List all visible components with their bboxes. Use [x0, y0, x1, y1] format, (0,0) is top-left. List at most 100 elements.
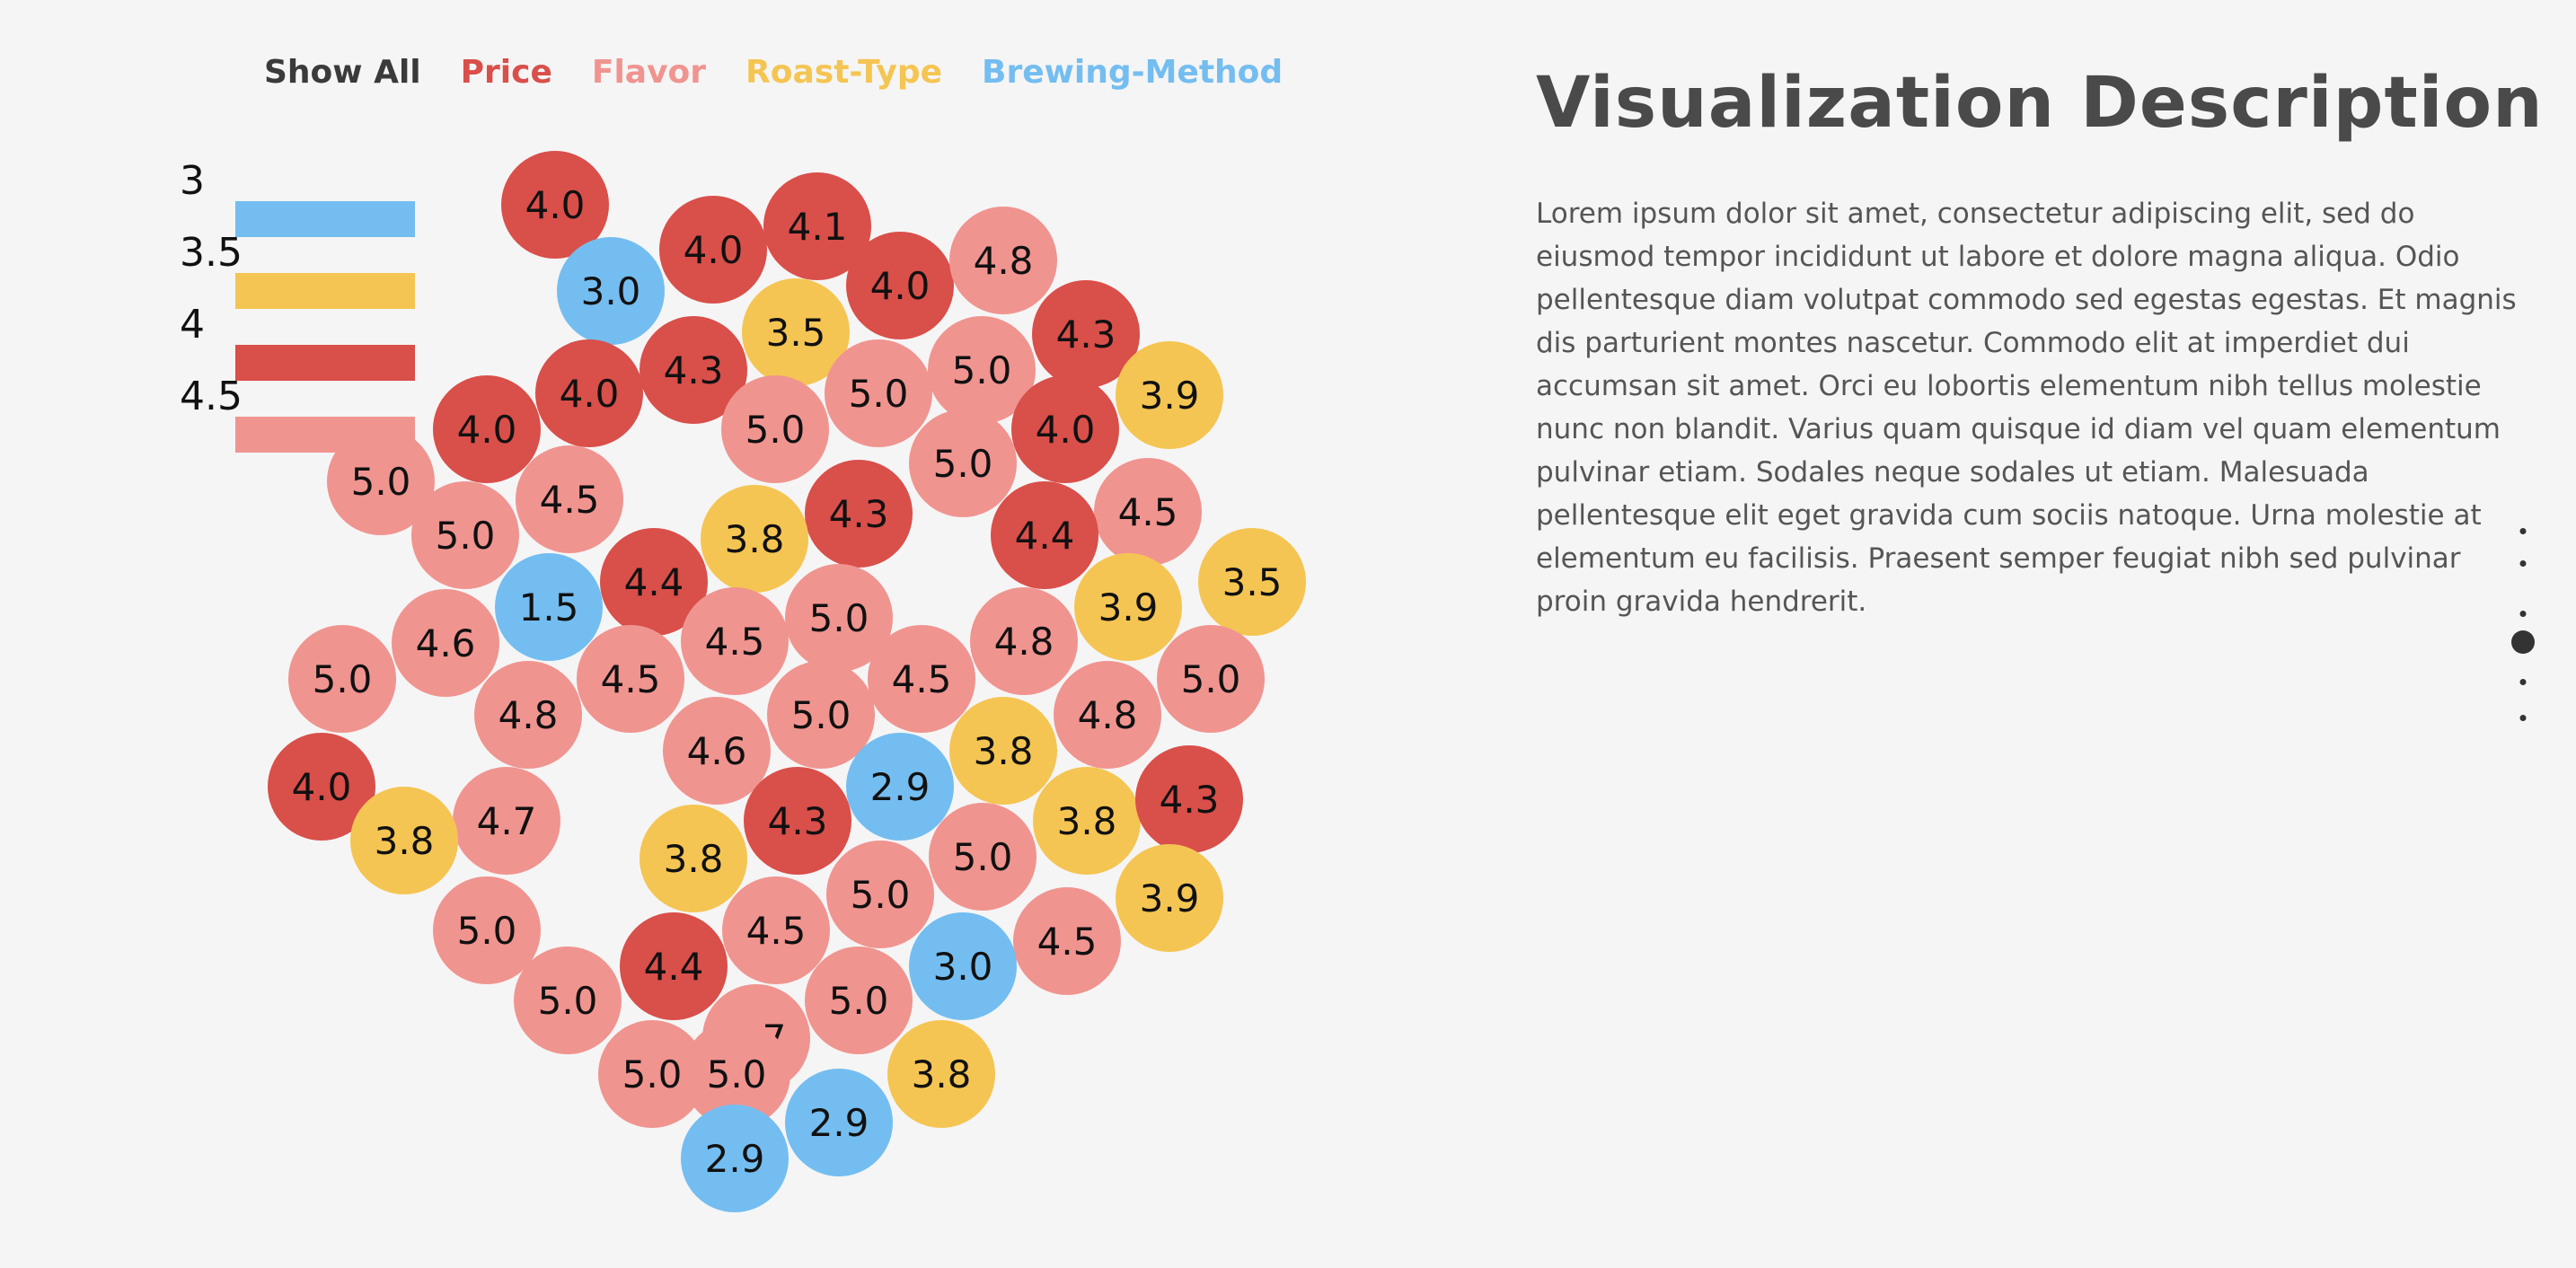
- bubble-circle[interactable]: [640, 316, 747, 424]
- bubble-circle[interactable]: [846, 232, 954, 339]
- bubble-circle[interactable]: [909, 912, 1017, 1020]
- bubble[interactable]: 4.3: [1135, 745, 1243, 853]
- bubble-circle[interactable]: [495, 553, 603, 661]
- bubble-circle[interactable]: [411, 481, 519, 589]
- bubble-circle[interactable]: [721, 375, 829, 483]
- bubble-circle[interactable]: [327, 427, 435, 535]
- bubble[interactable]: 5.0: [514, 947, 622, 1054]
- page-dot[interactable]: [2519, 560, 2527, 567]
- bubble[interactable]: 2.9: [681, 1105, 789, 1212]
- bubble[interactable]: 3.8: [701, 485, 808, 593]
- bubble[interactable]: 4.8: [1054, 661, 1161, 769]
- bubble-circle[interactable]: [785, 1069, 893, 1176]
- bubble[interactable]: 4.4: [600, 528, 708, 636]
- bubble[interactable]: 4.3: [744, 767, 851, 875]
- bubble[interactable]: 3.9: [1116, 341, 1223, 449]
- bubble-circle[interactable]: [868, 625, 975, 733]
- bubble-circle[interactable]: [433, 375, 541, 483]
- bubble[interactable]: 5.0: [785, 564, 893, 672]
- bubble[interactable]: 4.3: [805, 460, 913, 568]
- bubble[interactable]: 4.3: [1032, 280, 1140, 388]
- bubble-circle[interactable]: [620, 912, 728, 1020]
- bubble[interactable]: 5.0: [411, 481, 519, 589]
- bubble-circle[interactable]: [1094, 458, 1202, 566]
- filter-roast-type-button[interactable]: Roast-Type: [726, 43, 963, 101]
- bubble-circle[interactable]: [991, 481, 1098, 589]
- bubble-circle[interactable]: [846, 733, 954, 841]
- bubble-circle[interactable]: [1013, 887, 1121, 995]
- bubble[interactable]: 5.0: [928, 316, 1036, 424]
- bubble[interactable]: 5.0: [327, 427, 435, 535]
- bubble-circle[interactable]: [1116, 844, 1223, 952]
- bubble[interactable]: 4.5: [868, 625, 975, 733]
- page-dot[interactable]: [2511, 630, 2535, 654]
- bubble-circle[interactable]: [744, 767, 851, 875]
- bubble-circle[interactable]: [763, 172, 871, 280]
- bubble-circle[interactable]: [640, 805, 747, 912]
- bubble-circle[interactable]: [805, 460, 913, 568]
- bubble[interactable]: 5.0: [433, 876, 541, 984]
- bubble-circle[interactable]: [598, 1020, 706, 1128]
- bubble[interactable]: 4.5: [1013, 887, 1121, 995]
- bubble-circle[interactable]: [433, 876, 541, 984]
- bubble-circle[interactable]: [1011, 375, 1119, 483]
- bubble-circle[interactable]: [1032, 280, 1140, 388]
- bubble[interactable]: 5.0: [288, 625, 396, 733]
- bubble[interactable]: 4.5: [722, 876, 830, 984]
- filter-price-button[interactable]: Price: [440, 43, 572, 101]
- bubble-circle[interactable]: [392, 589, 499, 697]
- bubble-circle[interactable]: [514, 947, 622, 1054]
- bubble[interactable]: 3.8: [949, 697, 1057, 805]
- bubble[interactable]: 4.0: [535, 339, 643, 447]
- bubble[interactable]: 4.1: [763, 172, 871, 280]
- bubble[interactable]: 4.5: [516, 445, 623, 553]
- bubble[interactable]: 4.0: [846, 232, 954, 339]
- bubble[interactable]: 3.8: [1033, 767, 1141, 875]
- bubble-circle[interactable]: [1198, 528, 1306, 636]
- bubble-circle[interactable]: [805, 947, 913, 1054]
- page-dot[interactable]: [2519, 715, 2527, 721]
- bubble[interactable]: 5.0: [1157, 625, 1265, 733]
- bubble[interactable]: 4.0: [433, 375, 541, 483]
- bubble[interactable]: 5.0: [683, 1020, 790, 1128]
- page-dot[interactable]: [2519, 528, 2527, 534]
- bubble-circle[interactable]: [785, 564, 893, 672]
- bubble[interactable]: 3.8: [350, 787, 458, 894]
- bubble-circle[interactable]: [970, 587, 1078, 695]
- filter-flavor-button[interactable]: Flavor: [571, 43, 727, 101]
- bubble-circle[interactable]: [600, 528, 708, 636]
- bubble-circle[interactable]: [1135, 745, 1243, 853]
- bubble-circle[interactable]: [825, 339, 932, 447]
- bubble[interactable]: 5.0: [721, 375, 829, 483]
- bubble-circle[interactable]: [742, 278, 850, 386]
- bubble[interactable]: 4.4: [991, 481, 1098, 589]
- bubble-circle[interactable]: [1074, 553, 1182, 661]
- bubble-circle[interactable]: [949, 697, 1057, 805]
- bubble-circle[interactable]: [887, 1020, 995, 1128]
- bubble[interactable]: 3.0: [909, 912, 1017, 1020]
- bubble-circle[interactable]: [350, 787, 458, 894]
- bubble-circle[interactable]: [535, 339, 643, 447]
- bubble[interactable]: 5.0: [805, 947, 913, 1054]
- page-dot[interactable]: [2519, 611, 2527, 617]
- bubble-circle[interactable]: [663, 697, 771, 805]
- bubble-circle[interactable]: [826, 841, 934, 948]
- bubble[interactable]: 4.8: [949, 207, 1057, 314]
- bubble-circle[interactable]: [767, 661, 875, 769]
- bubble-circle[interactable]: [681, 587, 789, 695]
- filter-brewing-method-button[interactable]: Brewing-Method: [962, 43, 1303, 101]
- bubble[interactable]: 4.6: [392, 589, 499, 697]
- bubble-circle[interactable]: [501, 151, 609, 259]
- bubble-circle[interactable]: [516, 445, 623, 553]
- bubble[interactable]: 4.8: [474, 661, 582, 769]
- bubble[interactable]: 2.9: [785, 1069, 893, 1176]
- bubble-circle[interactable]: [701, 485, 808, 593]
- bubble-circle[interactable]: [557, 237, 665, 345]
- bubble-circle[interactable]: [1157, 625, 1265, 733]
- bubble[interactable]: 4.5: [577, 625, 684, 733]
- bubble[interactable]: 4.0: [1011, 375, 1119, 483]
- bubble[interactable]: 4.4: [620, 912, 728, 1020]
- bubble[interactable]: 3.9: [1116, 844, 1223, 952]
- bubble[interactable]: 4.7: [453, 767, 560, 875]
- bubble[interactable]: 1.5: [495, 553, 603, 661]
